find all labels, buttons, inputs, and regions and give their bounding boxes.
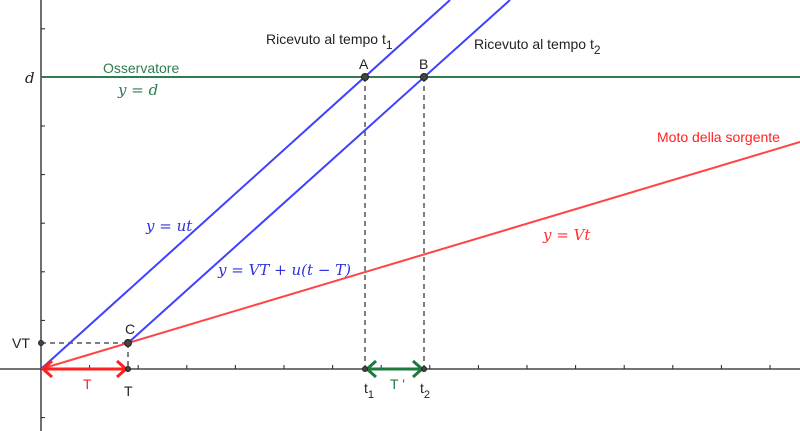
point-C-label: C: [125, 321, 135, 337]
signal1-equation: y = ut: [145, 217, 193, 235]
source-name: Moto della sorgente: [657, 129, 780, 145]
axis-ticks: [41, 28, 771, 419]
point-C[interactable]: [124, 339, 132, 347]
observer-equation: y = d: [117, 81, 158, 99]
point-A-label: A: [359, 56, 369, 72]
t2-axis-label: t2: [420, 380, 430, 401]
point-A[interactable]: [361, 73, 369, 81]
point-t2[interactable]: [421, 366, 427, 372]
t-axis-label: T: [124, 383, 133, 399]
point-B-label: B: [419, 56, 428, 72]
point-T[interactable]: [125, 366, 131, 372]
point-B[interactable]: [420, 73, 428, 81]
point-t1[interactable]: [362, 366, 368, 372]
interval-T-arrow: [40, 359, 129, 379]
signal1-line: [40, 0, 451, 370]
observer-name: Osservatore: [103, 60, 179, 76]
source-equation: y = Vt: [542, 226, 591, 244]
t1-axis-label: t1: [364, 380, 374, 401]
point-VT[interactable]: [38, 340, 44, 346]
interval-Tprime-arrow: [364, 359, 425, 379]
d-axis-label: d: [25, 69, 35, 87]
interval-T-label: T: [83, 376, 92, 392]
signal2-equation: y = VT + u(t − T): [217, 261, 351, 279]
signal2-line: [127, 0, 511, 344]
source-line: [40, 141, 800, 370]
received-t2-label: Ricevuto al tempo t2: [474, 36, 601, 57]
received-t1-label: Ricevuto al tempo t1: [266, 31, 393, 52]
interval-Tprime-label: T ': [390, 376, 405, 392]
vt-axis-label: VT: [12, 335, 30, 351]
